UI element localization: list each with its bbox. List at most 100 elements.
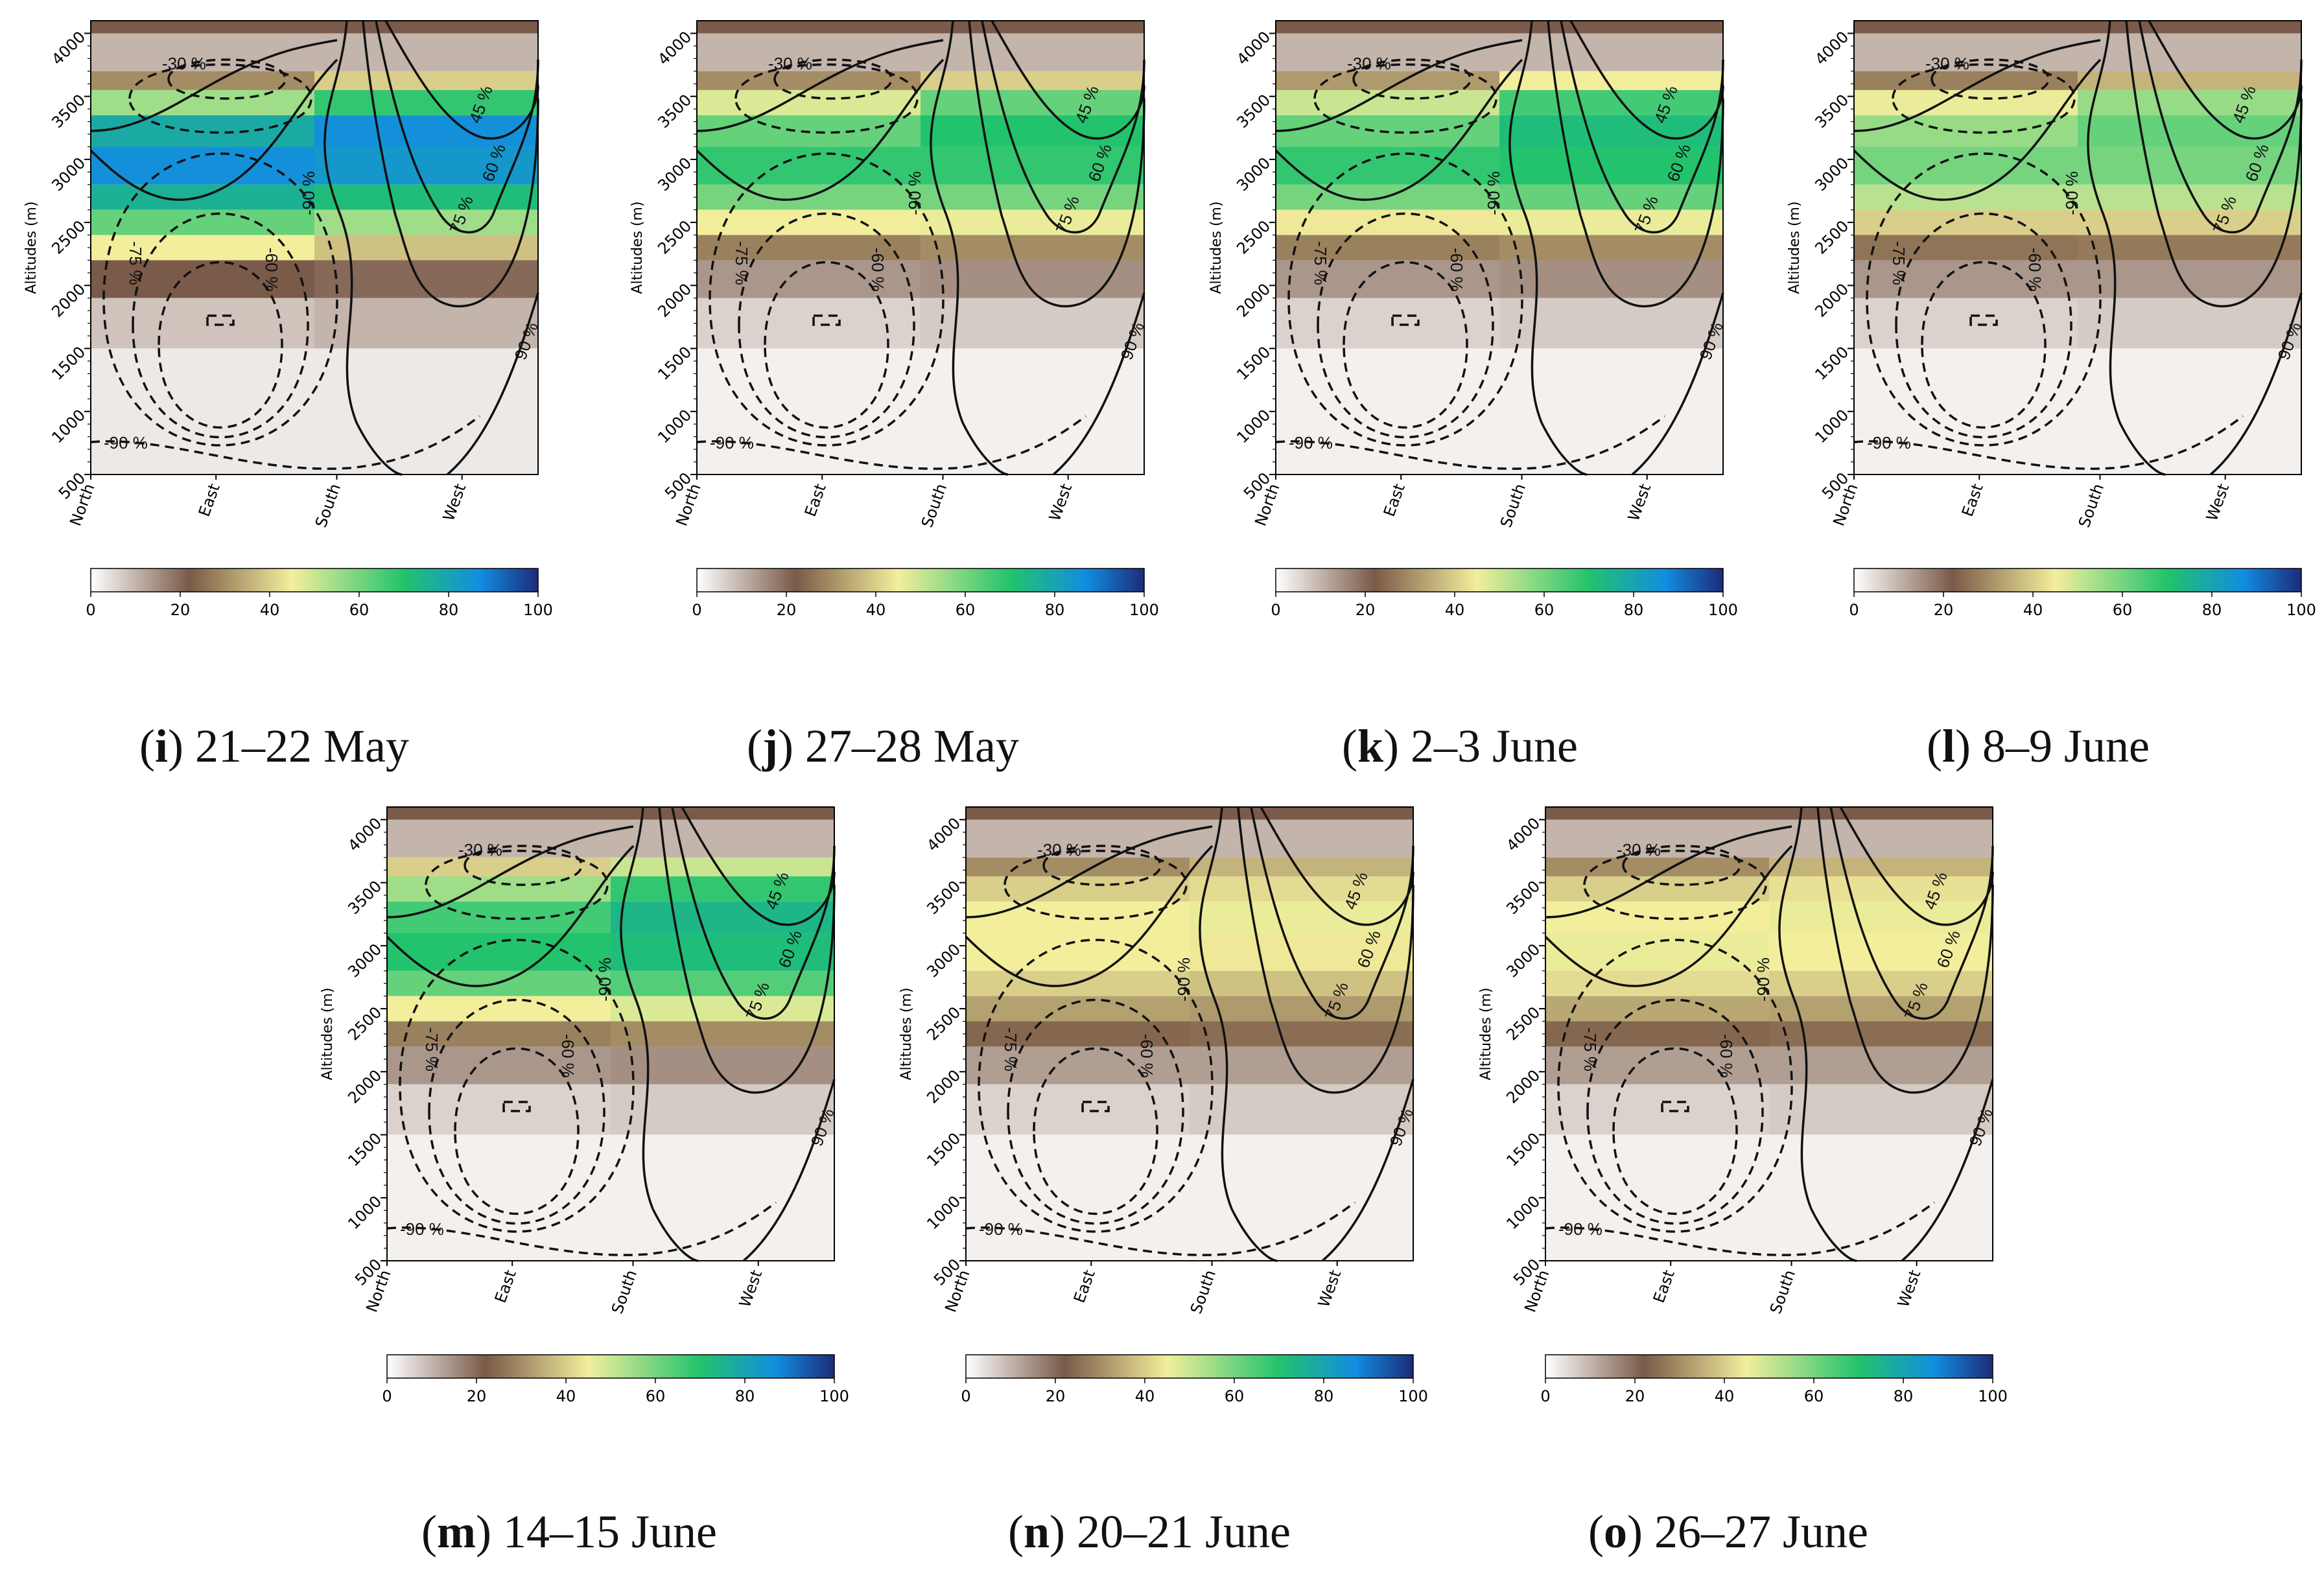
colorbar-tick-label: 20	[1934, 601, 1954, 619]
contour-positive	[1237, 806, 1414, 1094]
heat-cell	[611, 933, 834, 971]
heat-cell	[966, 1021, 1190, 1047]
y-axis-label: Altitudes (m)	[23, 201, 40, 294]
colorbar-tick-label: 0	[1540, 1387, 1550, 1405]
contour-label: -60 %	[558, 1034, 578, 1078]
x-tick-label: West	[1894, 1267, 1924, 1309]
colorbar-tick-label: 60	[1804, 1387, 1824, 1405]
contour-positive	[696, 58, 945, 201]
y-tick-label: 1000	[1811, 406, 1852, 447]
heat-cell	[91, 146, 314, 185]
colorbar-tick-label: 80	[735, 1387, 755, 1405]
heat-cell	[1545, 807, 1769, 820]
x-tick-label: East	[1650, 1267, 1678, 1305]
contour-label: -30 %	[458, 840, 502, 860]
contour-negative	[1352, 58, 1472, 100]
contour-positive	[620, 806, 699, 1262]
contour-label: -60 %	[1717, 1034, 1736, 1078]
y-tick-label: 4000	[654, 28, 695, 69]
heat-cell	[1545, 1134, 1769, 1261]
x-tick-label: South	[1497, 481, 1529, 530]
contour-label: -90 %	[2062, 171, 2082, 215]
heat-cell	[1276, 21, 1499, 34]
colorbar-tick-label: 60	[956, 601, 976, 619]
contours-o	[1544, 806, 1994, 1262]
colorbar-tick-label: 80	[1624, 601, 1644, 619]
heat-cell	[1854, 298, 2078, 349]
heat-cell	[1854, 146, 2078, 185]
y-tick-label: 1500	[1233, 343, 1274, 384]
heat-cell	[966, 996, 1190, 1022]
contour-positive	[2087, 20, 2166, 476]
colorbar-tick-label: 100	[1978, 1387, 2008, 1405]
heat-cell	[966, 1134, 1190, 1261]
colorbar-tick-label: 60	[349, 601, 370, 619]
contour-negative	[464, 845, 583, 886]
heat-cell	[1276, 146, 1499, 185]
heat-cell	[611, 1021, 834, 1047]
contour-negative	[1343, 261, 1468, 429]
y-tick-label: 2500	[48, 217, 89, 258]
heat-cell	[1545, 876, 1769, 902]
contour-positive	[1250, 806, 1414, 1020]
y-tick-label: 3500	[344, 877, 385, 918]
heat-cell	[966, 1084, 1190, 1135]
contour-label: -90 %	[1558, 1219, 1602, 1239]
heat-cell	[91, 33, 314, 71]
colorbar-tick-label: 100	[819, 1387, 849, 1405]
contour-negative	[1275, 415, 1666, 470]
y-tick-label: 1500	[48, 343, 89, 384]
heat-cell	[1545, 1021, 1769, 1047]
colorbar-tick-label: 80	[1045, 601, 1065, 619]
contour-negative	[773, 58, 893, 100]
heat-cell	[1190, 1046, 1413, 1084]
heat-cell	[314, 89, 538, 115]
contour-negative	[764, 261, 889, 429]
heat-cell	[697, 146, 921, 185]
x-tick-label: West	[736, 1267, 766, 1309]
colorbar-tick-label: 80	[439, 601, 459, 619]
heat-cell	[697, 21, 921, 34]
x-tick-label: West	[2203, 481, 2233, 523]
colorbar-tick-label: 40	[1715, 1387, 1735, 1405]
heat-cell	[314, 146, 538, 185]
heat-cell	[1190, 807, 1413, 820]
y-tick-label: 1500	[1503, 1129, 1543, 1170]
x-tick-label: South	[1187, 1267, 1219, 1316]
contour-positive	[1545, 825, 1792, 919]
y-tick-label: 1000	[344, 1192, 385, 1233]
heat-cell	[611, 1046, 834, 1084]
contour-positive	[1569, 20, 1724, 140]
contour-negative	[1042, 845, 1162, 886]
heat-cell	[1769, 819, 1993, 858]
heat-cell	[314, 260, 538, 298]
y-tick-label: 3500	[1811, 91, 1852, 132]
y-tick-label: 4000	[1233, 28, 1274, 69]
y-tick-label: 3500	[923, 877, 964, 918]
y-tick-label: 2000	[1233, 280, 1274, 321]
contour-label: -75 %	[1001, 1027, 1020, 1072]
heat-cell	[966, 819, 1190, 858]
heat-cell	[1190, 901, 1413, 933]
y-tick-label: 3000	[344, 940, 385, 981]
colorbar-tick-label: 40	[260, 601, 280, 619]
contour-negative	[167, 58, 287, 100]
heat-cell	[1769, 996, 1993, 1022]
contour-label: -60 %	[1447, 248, 1466, 292]
heat-cell	[2078, 146, 2301, 185]
contour-negative	[1921, 261, 2047, 429]
heat-cell	[387, 1021, 611, 1047]
colorbar	[965, 1354, 1414, 1379]
contour-positive	[2138, 20, 2303, 233]
colorbar-tick-label: 100	[1398, 1387, 1428, 1405]
colorbar-tick-label: 40	[1445, 601, 1465, 619]
contour-negative	[1313, 63, 1497, 134]
heat-cell	[91, 298, 314, 349]
heat-cell	[314, 115, 538, 147]
heat-cell	[1190, 1021, 1413, 1047]
y-axis-label: Altitudes (m)	[320, 987, 336, 1080]
heat-cell	[1854, 71, 2078, 90]
heat-cell	[1854, 89, 2078, 115]
contour-label: -90 %	[400, 1219, 444, 1239]
heatmap-m	[387, 807, 834, 1261]
